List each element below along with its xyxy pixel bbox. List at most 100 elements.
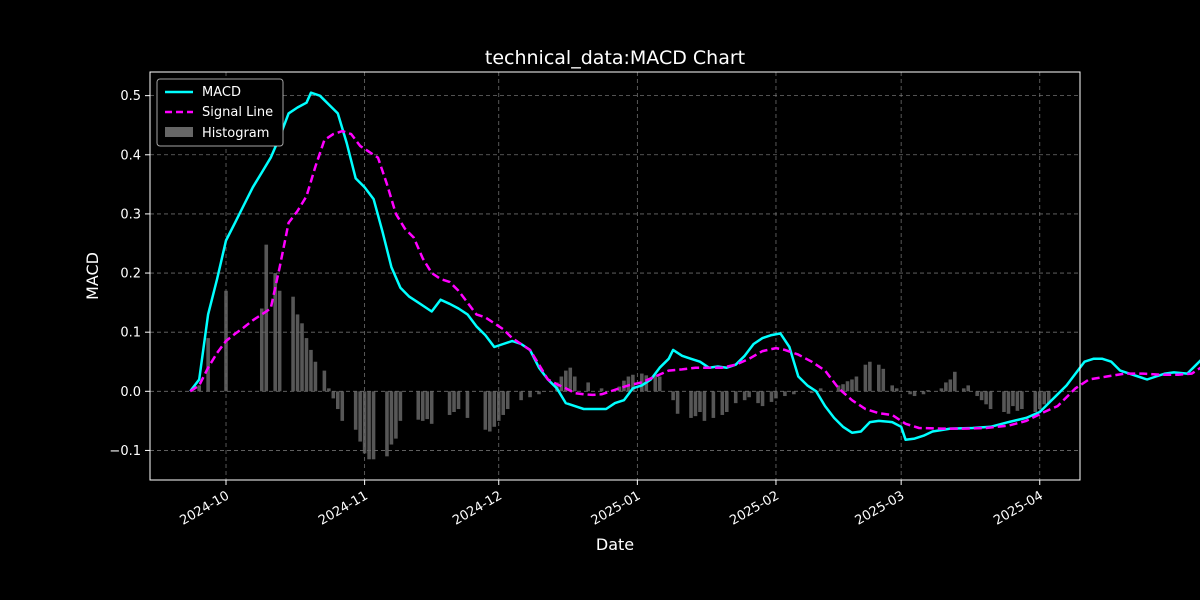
histogram-bar bbox=[197, 385, 201, 392]
histogram-bar bbox=[760, 391, 765, 407]
legend-signal-label: Signal Line bbox=[202, 105, 273, 120]
histogram-bar bbox=[742, 391, 747, 401]
histogram-bar bbox=[984, 391, 988, 405]
histogram-bar bbox=[756, 391, 760, 404]
histogram-bar bbox=[416, 391, 421, 420]
histogram-bar bbox=[1033, 391, 1038, 412]
histogram-bar bbox=[340, 391, 345, 421]
histogram-bar bbox=[362, 391, 367, 454]
histogram-bar bbox=[371, 391, 376, 460]
histogram-bar bbox=[1037, 391, 1042, 410]
histogram-bar bbox=[617, 386, 622, 392]
histogram-bar bbox=[868, 361, 872, 392]
histogram-bar bbox=[528, 391, 532, 398]
histogram-bar bbox=[519, 391, 523, 401]
histogram-bar bbox=[975, 391, 979, 397]
histogram-bar bbox=[277, 290, 282, 392]
histogram-bar bbox=[599, 388, 604, 392]
histogram-bar bbox=[456, 391, 461, 410]
histogram-bar bbox=[586, 382, 590, 392]
histogram-bar bbox=[626, 376, 631, 392]
y-tick-label: 0.2 bbox=[120, 267, 141, 282]
plot-area-frame bbox=[149, 71, 1081, 481]
series-layer bbox=[189, 91, 1200, 442]
histogram-bar bbox=[631, 374, 635, 392]
histogram-layer bbox=[197, 244, 1051, 460]
histogram-bar bbox=[452, 391, 456, 412]
legend-histogram-label: Histogram bbox=[202, 126, 269, 141]
histogram-bar bbox=[818, 388, 823, 392]
histogram-bar bbox=[939, 388, 944, 392]
histogram-bar bbox=[488, 391, 492, 432]
histogram-bar bbox=[698, 391, 702, 412]
histogram-bar bbox=[483, 391, 488, 430]
histogram-bar bbox=[322, 370, 327, 392]
histogram-bar bbox=[492, 391, 497, 427]
signal-line bbox=[189, 129, 1200, 430]
histogram-bar bbox=[769, 391, 774, 402]
histogram-bar bbox=[1011, 391, 1015, 407]
y-tick-label: 0.3 bbox=[120, 207, 141, 222]
legend-histogram-swatch bbox=[165, 127, 193, 137]
histogram-bar bbox=[559, 376, 564, 392]
histogram-bar bbox=[720, 391, 725, 415]
histogram-bar bbox=[836, 385, 841, 392]
histogram-bar bbox=[295, 314, 300, 392]
histogram-bar bbox=[537, 391, 541, 395]
histogram-bar bbox=[259, 308, 264, 392]
histogram-bar bbox=[1006, 391, 1011, 414]
histogram-bar bbox=[501, 391, 506, 415]
histogram-bar bbox=[921, 391, 926, 395]
histogram-bar bbox=[702, 391, 707, 421]
histogram-bar bbox=[953, 371, 957, 392]
histogram-bar bbox=[1015, 391, 1020, 411]
histogram-bar bbox=[465, 391, 470, 418]
grid-layer bbox=[150, 72, 1080, 480]
histogram-bar bbox=[948, 379, 953, 392]
histogram-bar bbox=[394, 391, 398, 439]
histogram-bar bbox=[273, 273, 277, 392]
y-axis-label: MACD bbox=[83, 252, 102, 300]
histogram-bar bbox=[733, 391, 738, 404]
histogram-bar bbox=[890, 385, 894, 392]
y-tick-label: 0.5 bbox=[120, 89, 141, 104]
chart-title: technical_data:MACD Chart bbox=[485, 47, 745, 69]
histogram-bar bbox=[640, 373, 644, 392]
histogram-bar bbox=[1020, 391, 1024, 410]
histogram-bar bbox=[568, 367, 573, 392]
histogram-bar bbox=[420, 391, 425, 421]
histogram-bar bbox=[385, 391, 389, 457]
histogram-bar bbox=[1046, 391, 1051, 404]
histogram-bar bbox=[425, 391, 429, 420]
histogram-bar bbox=[1002, 391, 1006, 412]
histogram-bar bbox=[966, 385, 971, 392]
histogram-bar bbox=[693, 391, 698, 417]
histogram-bar bbox=[894, 388, 899, 392]
histogram-bar bbox=[711, 391, 716, 418]
histogram-bar bbox=[912, 391, 917, 397]
histogram-bar bbox=[653, 374, 658, 392]
legend: MACD Signal Line Histogram bbox=[156, 78, 284, 147]
histogram-bar bbox=[300, 323, 304, 392]
histogram-bar bbox=[881, 368, 886, 392]
histogram-bar bbox=[496, 391, 501, 421]
histogram-bar bbox=[774, 391, 778, 399]
histogram-bar bbox=[944, 382, 948, 392]
histogram-bar bbox=[336, 391, 340, 410]
histogram-bar bbox=[671, 391, 675, 401]
histogram-bar bbox=[327, 388, 331, 392]
histogram-bar bbox=[358, 391, 362, 442]
histogram-bar bbox=[353, 391, 358, 430]
histogram-bar bbox=[854, 376, 859, 392]
histogram-bar bbox=[908, 391, 912, 395]
histogram-bar bbox=[389, 391, 394, 445]
y-tick-label: 0.4 bbox=[120, 148, 141, 163]
histogram-bar bbox=[724, 391, 729, 412]
histogram-bar bbox=[675, 391, 680, 414]
histogram-bar bbox=[304, 338, 309, 392]
histogram-bar bbox=[988, 391, 993, 410]
histogram-bar bbox=[331, 391, 336, 399]
histogram-bar bbox=[792, 391, 796, 395]
histogram-bar bbox=[291, 296, 295, 392]
